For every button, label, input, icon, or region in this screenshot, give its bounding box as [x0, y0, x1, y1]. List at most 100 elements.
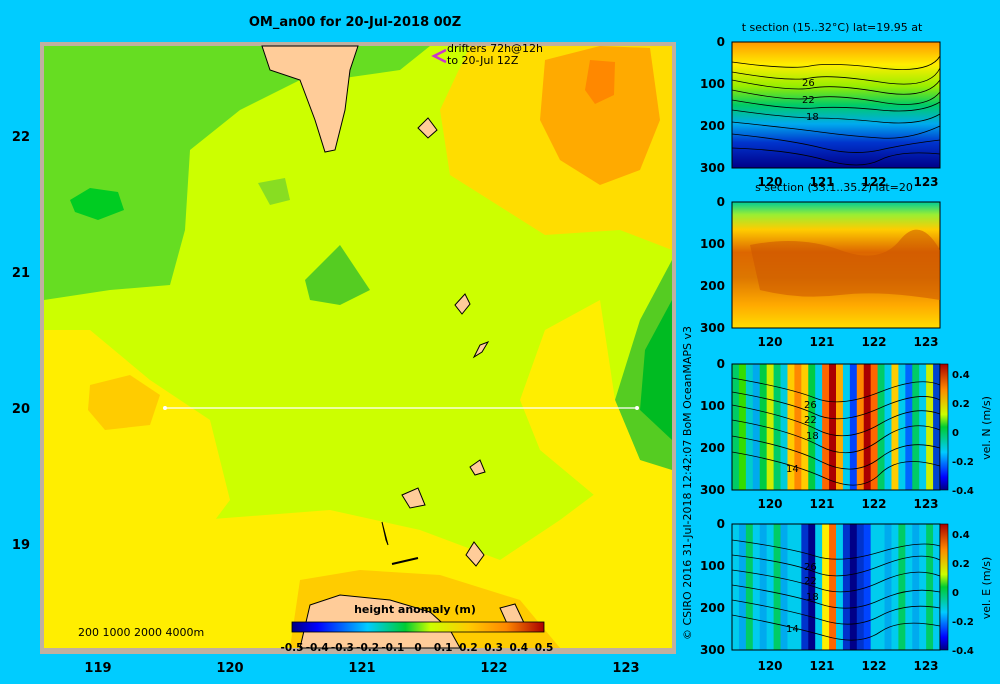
velocity-column — [905, 524, 913, 650]
anomaly-region-ne-orange — [540, 46, 660, 185]
drifter-arrow-icon — [431, 48, 447, 64]
anomaly-region-west-orange — [88, 375, 160, 430]
velocity-colorbar-tick-label: -0.2 — [952, 457, 974, 468]
map-title: OM_an00 for 20-Jul-2018 00Z — [249, 15, 461, 30]
velocity-column — [836, 364, 844, 490]
velocity-column — [856, 364, 865, 490]
section-line-end — [635, 406, 639, 410]
t-ytick-label: 100 — [700, 77, 725, 91]
ve-colorbar: 0.4 0.2 0 -0.2 -0.4 vel. E (m/s) — [939, 523, 993, 657]
t-contour-label: 26 — [802, 78, 815, 89]
land-island-3 — [472, 341, 490, 359]
map-xtick-label: 123 — [612, 661, 639, 676]
ve-contour-label: 14 — [786, 624, 799, 635]
map-ytick-label: 22 — [12, 130, 30, 145]
velocity-column — [829, 524, 837, 650]
s-xtick-label: 121 — [809, 335, 834, 349]
velocity-column — [801, 524, 809, 650]
velocity-column — [933, 364, 941, 490]
s-section-x-axis: 120 121 122 123 — [757, 335, 938, 349]
vn-section-x-axis: 120 121 122 123 — [757, 497, 938, 511]
velocity-column — [829, 364, 837, 490]
anomaly-region-green-2 — [305, 245, 370, 305]
s-xtick-label: 122 — [861, 335, 886, 349]
colorbar-tick-label: -0.1 — [381, 642, 404, 654]
velocity-column — [759, 364, 768, 490]
colorbar-tick-label: 0.2 — [459, 642, 478, 654]
land-island-6 — [465, 541, 485, 567]
land-island-4 — [469, 459, 486, 476]
anomaly-region-nw-green — [44, 46, 330, 300]
vn-colorbar-label: vel. N (m/s) — [980, 396, 993, 460]
s-ytick-label: 100 — [700, 237, 725, 251]
velocity-column — [822, 364, 830, 490]
velocity-column — [794, 524, 802, 650]
ve-colorbar-gradient — [939, 523, 949, 651]
t-section-y-axis: 0 100 200 300 — [700, 35, 725, 175]
height-anomaly-colorbar: height anomaly (m) -0.5 -0.4 -0.3 -0.2 -0.1 0… — [281, 603, 554, 654]
velocity-column — [898, 524, 906, 650]
ve-xtick-label: 121 — [809, 659, 834, 673]
velocity-column — [732, 524, 740, 650]
t-section-panel: 26 22 18 — [731, 41, 941, 169]
t-section-x-axis: 120 121 122 123 — [757, 175, 938, 189]
t-section-isotherms — [731, 55, 941, 166]
ve-ytick-label: 0 — [717, 517, 725, 531]
velocity-column — [842, 524, 851, 650]
anomaly-region-green-3 — [258, 178, 290, 205]
colorbar-tick-label: 0.4 — [509, 642, 528, 654]
velocity-column — [780, 364, 788, 490]
vn-contour-label: 14 — [786, 464, 799, 475]
ve-xtick-label: 123 — [913, 659, 938, 673]
vn-colorbar-gradient — [939, 363, 949, 491]
velocity-column — [787, 364, 795, 490]
land-island-2 — [454, 293, 471, 315]
s-xtick-label: 123 — [913, 335, 938, 349]
velocity-column — [884, 364, 892, 490]
velocity-column — [815, 524, 823, 650]
colorbar-tick-label: 0 — [414, 642, 421, 654]
s-section-title: s section (33.1..35.2) lat=20 — [755, 181, 913, 194]
velocity-column — [745, 364, 754, 490]
velocity-column — [780, 524, 788, 650]
colorbar-tick-label: -0.3 — [331, 642, 354, 654]
land-luzon — [299, 594, 461, 649]
velocity-column — [877, 524, 886, 650]
velocity-column — [766, 524, 775, 650]
velocity-column — [912, 364, 920, 490]
velocity-column — [926, 524, 934, 650]
colorbar-tick-label: -0.4 — [306, 642, 329, 654]
velocity-colorbar-tick-label: -0.2 — [952, 617, 974, 628]
bathymetry-legend: 200 1000 2000 4000m — [78, 626, 204, 639]
land-island-7 — [381, 521, 389, 546]
ve-section-stripes — [732, 524, 941, 650]
colorbar-tick-label: 0.3 — [484, 642, 503, 654]
colorbar-tick-label: 0.1 — [434, 642, 453, 654]
s-ytick-label: 0 — [717, 195, 725, 209]
ve-colorbar-label: vel. E (m/s) — [980, 557, 993, 620]
t-xtick-label: 122 — [861, 175, 886, 189]
velocity-column — [919, 364, 927, 490]
ve-xtick-label: 120 — [757, 659, 782, 673]
velocity-column — [766, 364, 775, 490]
drifter-label-line1: drifters 72h@12h — [447, 42, 543, 55]
map-xtick-label: 120 — [216, 661, 243, 676]
velocity-column — [794, 364, 802, 490]
velocity-column — [836, 524, 844, 650]
s-section-panel — [731, 201, 941, 329]
velocity-colorbar-tick-label: 0.4 — [952, 370, 970, 381]
vn-xtick-label: 120 — [757, 497, 782, 511]
map-ytick-label: 20 — [12, 402, 30, 417]
ve-section-x-axis: 120 121 122 123 — [757, 659, 938, 673]
t-xtick-label: 121 — [809, 175, 834, 189]
drifter-label-line2: to 20-Jul 12Z — [447, 54, 519, 67]
velocity-column — [849, 364, 858, 490]
velocity-column — [891, 364, 899, 490]
t-ytick-label: 300 — [700, 161, 725, 175]
t-xtick-label: 123 — [913, 175, 938, 189]
t-contour-label: 18 — [806, 112, 819, 123]
s-section-high-core — [750, 229, 940, 300]
velocity-column — [752, 524, 761, 650]
velocity-column — [732, 364, 740, 490]
colorbar-tick-label: -0.2 — [356, 642, 379, 654]
